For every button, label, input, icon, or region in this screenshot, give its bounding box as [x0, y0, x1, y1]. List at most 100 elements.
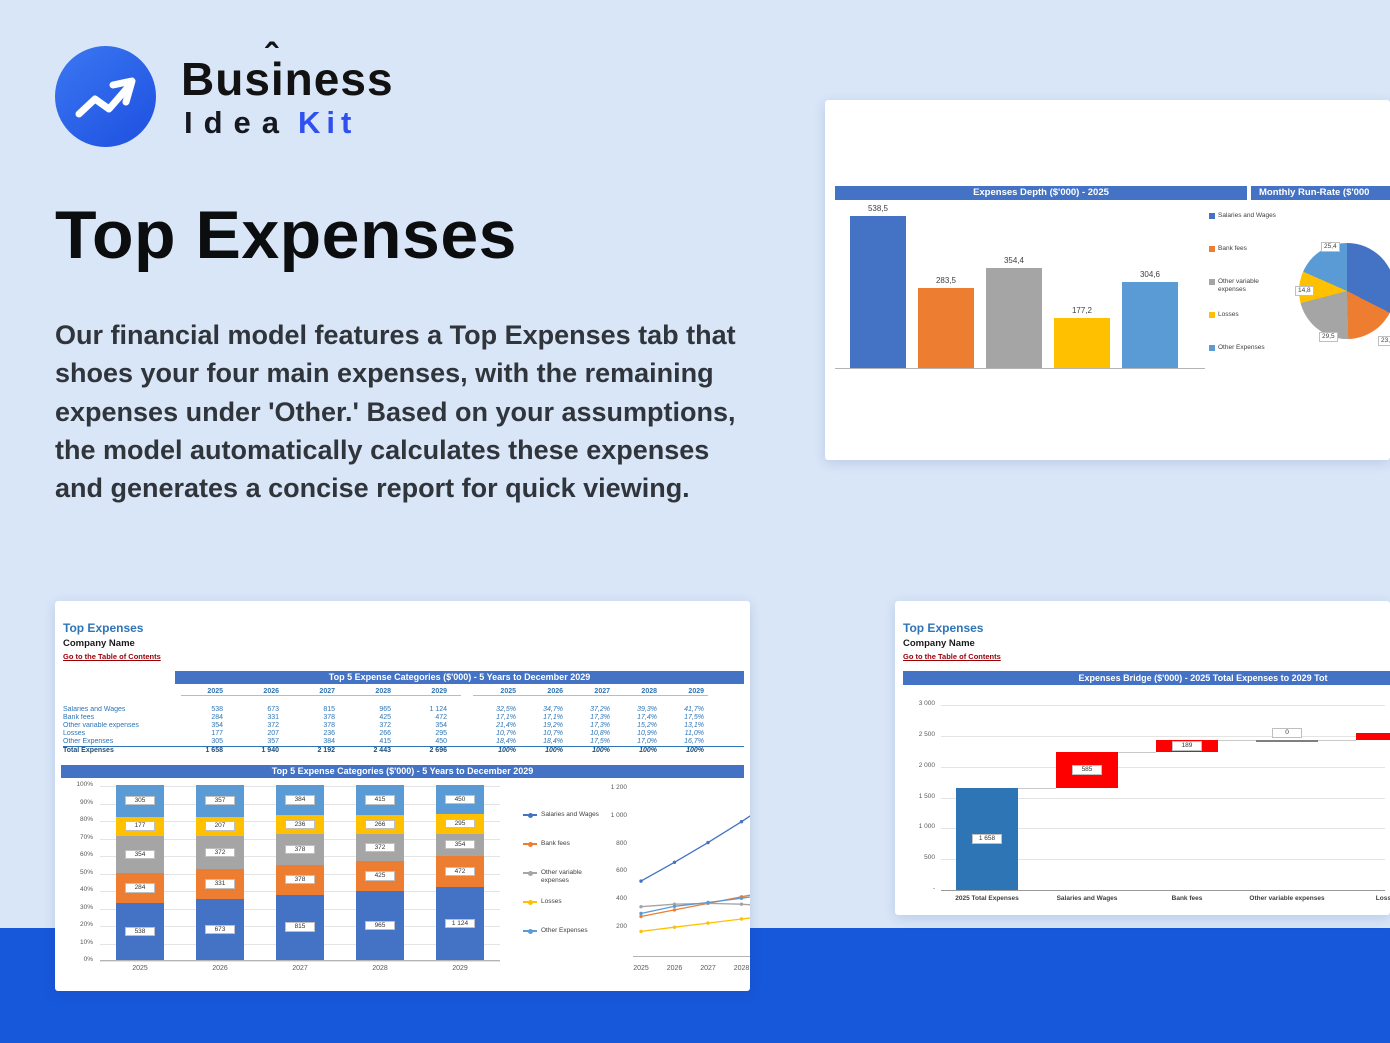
value-cell: 472	[435, 713, 447, 721]
legend-label: Other Expenses	[1218, 344, 1265, 351]
pct-cell: 41,7%	[684, 705, 704, 713]
pct-cell: 17,5%	[684, 713, 704, 721]
brand-name-bottom: Idea Kit	[184, 105, 357, 141]
x-axis-label: Bank fees	[1171, 895, 1203, 902]
pct-cell: 37,2%	[590, 705, 610, 713]
legend-item: Other variable expenses	[523, 869, 599, 898]
bar-value-label: 283,5	[935, 276, 957, 285]
gridline	[941, 828, 1385, 830]
value-cell: 2 443	[373, 747, 391, 755]
page-title: Top Expenses	[55, 197, 517, 273]
line-data-point	[672, 925, 677, 929]
legend-label: Bank fees	[1218, 245, 1247, 252]
expense-table: 2025 2026 2027 2028 2029 2025 2026 2027 2028 2029…	[63, 687, 744, 755]
pie-data-label: 14,8	[1295, 286, 1314, 296]
pie-data-label: 25,4	[1321, 242, 1340, 252]
gridline	[941, 766, 1385, 768]
value-cell: 284	[211, 713, 223, 721]
trend-arrow-icon	[75, 77, 136, 118]
y-axis-label: 80%	[79, 816, 93, 823]
year-header: 2025	[473, 688, 520, 696]
legend-label: Losses	[541, 898, 562, 905]
stacked-bar-chart: 538 284 354 177 305 673 331 372 207 357 815 378 378 2…	[100, 784, 500, 962]
value-cell: 1 658	[205, 747, 223, 755]
y-axis-label: 10%	[79, 938, 93, 946]
year-header: 2029	[661, 688, 708, 696]
legend-item: Bank fees	[523, 840, 599, 869]
table-row: Other Expenses 305 357 384 415 450 18,4% 18,4% 1…	[63, 738, 744, 746]
year-header: 2027	[293, 688, 349, 696]
pct-cell: 18,4%	[496, 738, 516, 746]
year-header: 2028	[614, 688, 661, 696]
legend-swatch	[1209, 279, 1215, 285]
pct-cell: 17,3%	[590, 713, 610, 721]
pct-cell: 17,3%	[590, 721, 610, 729]
row-label: Total Expenses	[63, 747, 114, 755]
value-cell: 673	[267, 705, 279, 713]
legend-marker	[523, 841, 537, 847]
line-data-point	[739, 896, 744, 900]
segment-value-label: 450	[445, 794, 475, 805]
legend-marker-dot	[528, 870, 533, 876]
sheet-title: Top Expenses	[903, 621, 984, 635]
pct-cell: 11,0%	[684, 730, 704, 738]
legend-swatch	[1209, 312, 1215, 318]
gridline	[941, 797, 1385, 799]
segment-value-label: 378	[285, 874, 315, 885]
row-label: Losses	[63, 730, 86, 738]
toc-link[interactable]: Go to the Table of Contents	[63, 652, 161, 661]
waterfall-value-label: 585	[1072, 765, 1102, 775]
pct-cell: 39,3%	[637, 705, 657, 713]
row-label: Bank fees	[63, 713, 95, 721]
line-data-point	[672, 904, 677, 908]
depth-bar	[1054, 318, 1110, 368]
line-data-point	[639, 911, 643, 916]
company-name: Company Name	[63, 638, 135, 649]
line-data-point	[706, 900, 710, 905]
segment-value-label: 815	[285, 922, 315, 932]
pct-cell: 100%	[592, 747, 610, 755]
value-cell: 2 696	[429, 747, 447, 755]
table-row: Total Expenses 1 658 1 940 2 192 2 443 2 696 1…	[63, 745, 744, 755]
toc-link[interactable]: Go to the Table of Contents	[903, 652, 1001, 661]
year-header: 2029	[405, 688, 461, 696]
page-description: Our financial model features a Top Expen…	[55, 320, 736, 504]
legend-item: Salaries and Wages	[1209, 212, 1281, 245]
run-rate-pie-chart	[1299, 243, 1390, 339]
year-header: 2025	[181, 688, 237, 696]
legend-item: Losses	[523, 898, 599, 927]
chart-header-expenses-depth: Expenses Depth ($'000) - 2025	[835, 186, 1247, 200]
value-cell: 2 192	[317, 747, 335, 755]
pct-cell: 17,4%	[637, 713, 657, 721]
bar-value-label: 177,2	[1071, 306, 1093, 315]
year-header: 2027	[567, 688, 614, 696]
legend-marker-dot	[528, 928, 533, 934]
pct-cell: 17,1%	[543, 713, 563, 721]
pct-cell: 100%	[545, 747, 563, 755]
y-axis-label: 500	[924, 854, 935, 862]
y-axis-label: 50%	[79, 868, 93, 876]
year-header: 2026	[520, 688, 567, 696]
waterfall-zero-bar	[1256, 740, 1318, 742]
bridge-panel: Top Expenses Company Name Go to the Tabl…	[895, 601, 1390, 915]
table-row: Bank fees 284 331 378 425 472 17,1% 17,1% 17,3% 1…	[63, 713, 744, 721]
legend-item: Other variable expenses	[1209, 278, 1281, 311]
segment-value-label: 384	[285, 795, 315, 805]
pct-cell: 32,5%	[496, 705, 516, 713]
segment-value-label: 207	[205, 821, 235, 831]
pct-cell: 21,4%	[496, 721, 516, 729]
x-axis-label: 2028	[372, 965, 388, 972]
brand-business: Business	[181, 53, 394, 105]
table-row: Losses 177 207 236 266 295 10,7% 10,7% 10,8% 10,9…	[63, 730, 744, 738]
segment-value-label: 354	[445, 839, 475, 850]
line-series	[640, 815, 750, 882]
line-data-point	[706, 840, 710, 845]
chart-header-expenses-bridge: Expenses Bridge ($'000) - 2025 Total Exp…	[903, 671, 1390, 685]
y-axis-label: 1 500	[918, 792, 935, 800]
trend-line	[75, 82, 133, 118]
waterfall-bar	[1356, 732, 1390, 740]
connector-line	[1218, 740, 1256, 741]
depth-bar	[986, 268, 1042, 368]
pct-cell: 18,4%	[543, 738, 563, 746]
segment-value-label: 354	[125, 849, 155, 859]
